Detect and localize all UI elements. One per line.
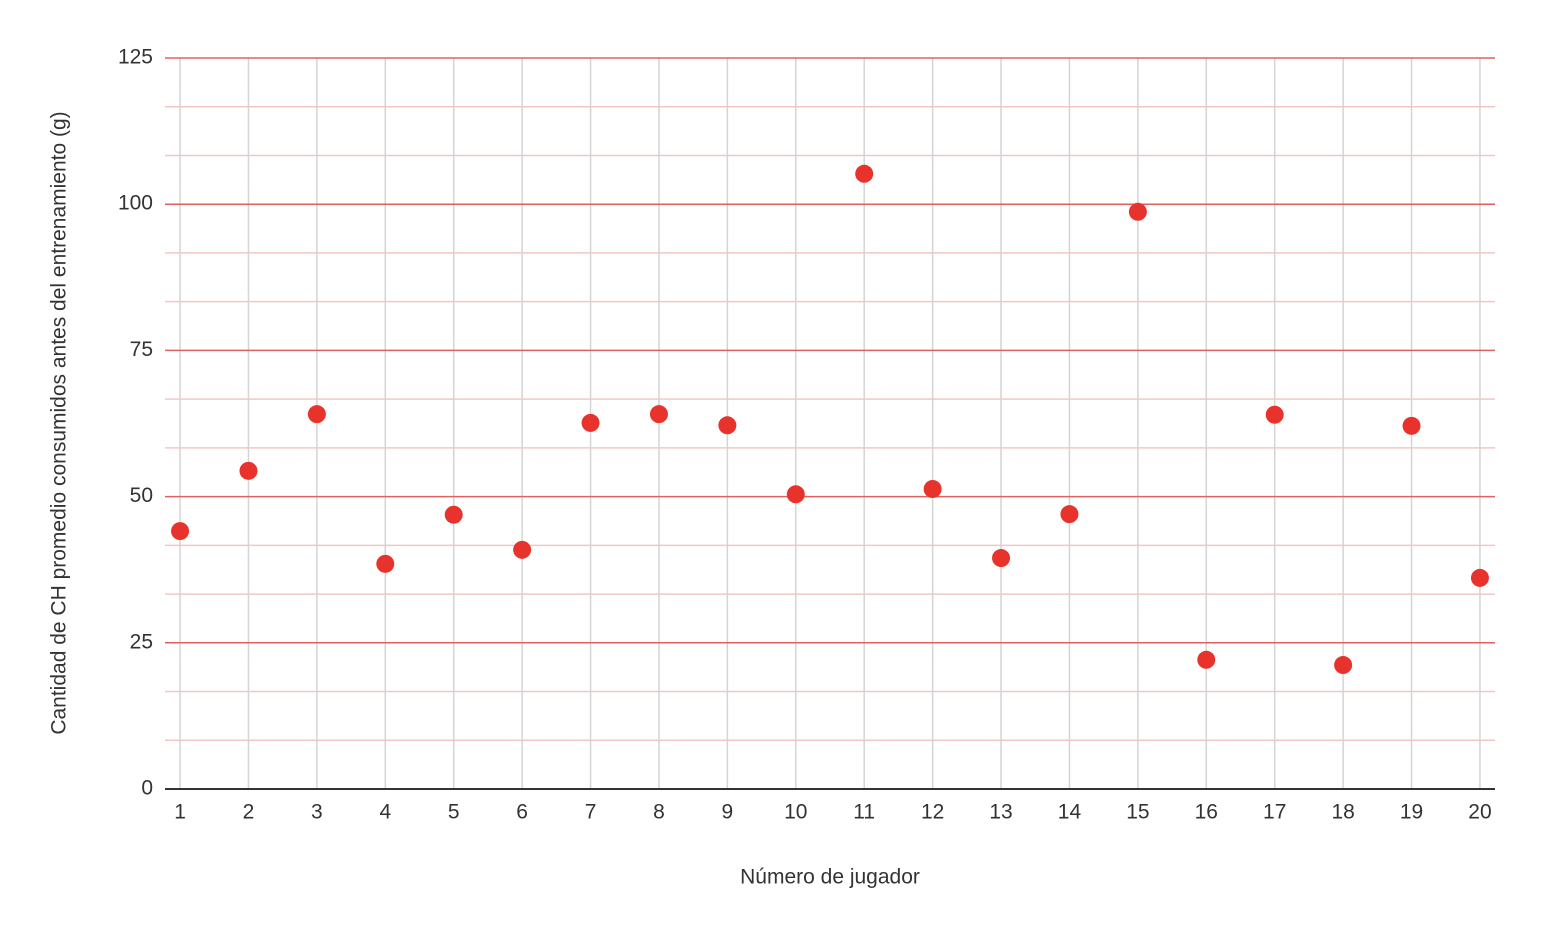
data-point	[239, 461, 258, 480]
x-tick-label: 9	[722, 801, 734, 824]
x-tick-label: 4	[379, 801, 391, 824]
x-axis-title: Número de jugador	[740, 866, 920, 889]
data-point	[1128, 202, 1147, 221]
x-tick-label: 8	[653, 801, 665, 824]
data-point	[581, 413, 600, 432]
data-point	[1060, 505, 1079, 524]
data-point	[718, 416, 737, 435]
x-tick-label: 17	[1263, 801, 1286, 824]
x-tick-label: 14	[1058, 801, 1082, 824]
data-point	[1334, 656, 1353, 675]
x-tick-label: 11	[853, 801, 875, 824]
data-point	[307, 405, 326, 424]
data-point	[444, 505, 463, 524]
y-axis-title: Cantidad de CH promedio consumidos antes…	[48, 111, 71, 734]
data-point	[1265, 405, 1284, 424]
x-tick-label: 2	[243, 801, 255, 824]
y-tick-label: 125	[118, 46, 153, 69]
data-point	[1470, 568, 1489, 587]
data-point	[649, 405, 668, 424]
y-tick-label: 75	[130, 338, 153, 361]
data-point	[1197, 650, 1216, 669]
data-point	[786, 485, 805, 504]
data-point	[992, 549, 1011, 568]
data-point	[376, 554, 395, 573]
x-tick-label: 3	[311, 801, 323, 824]
data-point	[513, 540, 532, 559]
x-tick-label: 15	[1126, 801, 1149, 824]
x-tick-label: 10	[784, 801, 807, 824]
x-tick-label: 7	[585, 801, 597, 824]
x-tick-label: 19	[1400, 801, 1423, 824]
x-tick-label: 20	[1468, 801, 1491, 824]
data-point	[1402, 416, 1421, 435]
data-point	[923, 479, 942, 498]
x-tick-label: 12	[921, 801, 944, 824]
x-tick-label: 13	[989, 801, 1012, 824]
y-tick-label: 0	[141, 777, 153, 800]
x-tick-label: 18	[1331, 801, 1354, 824]
x-tick-label: 6	[516, 801, 528, 824]
x-tick-label: 16	[1195, 801, 1218, 824]
y-tick-label: 50	[130, 484, 153, 507]
data-point	[171, 522, 190, 541]
x-tick-label: 1	[174, 801, 186, 824]
data-point	[855, 164, 874, 183]
y-tick-label: 25	[130, 630, 153, 653]
y-tick-label: 100	[118, 192, 153, 215]
x-tick-label: 5	[448, 801, 460, 824]
